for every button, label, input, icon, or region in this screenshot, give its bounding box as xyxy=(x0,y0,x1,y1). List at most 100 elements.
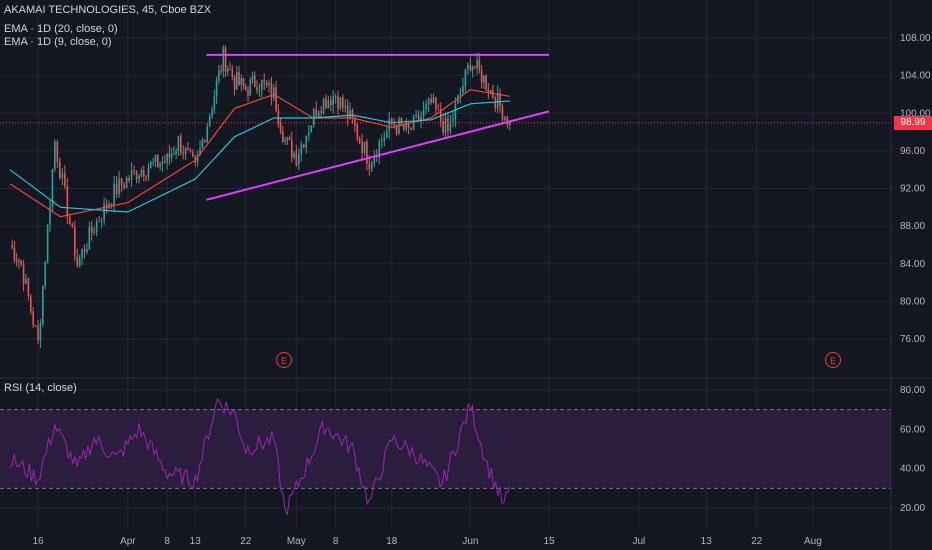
candle-body xyxy=(282,131,284,142)
candle-body xyxy=(204,140,206,142)
rsi-axis[interactable]: 80.00 60.00 40.00 20.00 xyxy=(900,385,925,514)
candle-body xyxy=(496,93,499,109)
candle-body xyxy=(161,161,164,164)
candle-body xyxy=(349,109,351,118)
ema9-legend: EMA · 1D (9, close, 0) xyxy=(4,36,112,48)
time-tick-label: 15 xyxy=(543,536,555,547)
candle-body xyxy=(156,154,159,168)
candle-body xyxy=(142,169,145,177)
price-tick-label: 104.00 xyxy=(900,71,931,82)
candle-body xyxy=(417,114,420,122)
candle-body xyxy=(170,154,173,158)
candle-body xyxy=(29,296,32,312)
candle-body xyxy=(464,69,467,87)
candle-body xyxy=(145,176,147,178)
price-axis[interactable]: 108.00 104.00 100.00 96.00 92.00 88.00 84.00 80… xyxy=(900,33,931,345)
candle-body xyxy=(51,169,54,207)
candle-body xyxy=(383,137,386,141)
candle-body xyxy=(330,100,332,106)
candle-body xyxy=(179,136,182,154)
rsi-tick-label: 60.00 xyxy=(900,424,925,435)
time-tick-label: May xyxy=(287,536,306,547)
candle-body xyxy=(22,263,25,284)
candle-body xyxy=(177,136,180,151)
candle-body xyxy=(300,144,303,155)
candle-body xyxy=(56,141,59,162)
candle-body xyxy=(410,128,412,130)
candle-body xyxy=(312,109,315,126)
rsi-tick-label: 40.00 xyxy=(900,464,925,475)
candle-body xyxy=(263,80,266,83)
earnings-marker[interactable]: E xyxy=(825,352,841,368)
candle-body xyxy=(64,173,66,187)
candle-body xyxy=(166,153,168,163)
candle-body xyxy=(366,141,368,164)
candle-body xyxy=(229,69,231,71)
candle-body xyxy=(206,126,209,142)
price-tick-label: 80.00 xyxy=(900,296,925,307)
candle-body xyxy=(476,59,478,68)
earnings-marker[interactable]: E xyxy=(276,352,292,368)
candle-body xyxy=(133,170,135,172)
candle-body xyxy=(253,75,256,88)
candle-body xyxy=(346,105,349,118)
candle-body xyxy=(54,141,56,170)
candle-body xyxy=(218,70,220,82)
candle-body xyxy=(135,170,138,180)
candle-body xyxy=(258,89,261,91)
candle-body xyxy=(18,261,20,263)
candle-body xyxy=(244,86,247,91)
candle-body xyxy=(452,118,454,122)
candle-body xyxy=(390,118,393,123)
candle-body xyxy=(454,103,457,119)
candle-body xyxy=(265,82,268,86)
candle-body xyxy=(103,203,105,221)
candle-body xyxy=(489,90,492,94)
candle-body xyxy=(420,116,422,122)
trendline[interactable] xyxy=(206,110,550,201)
candle-body xyxy=(320,110,322,113)
candle-body xyxy=(474,67,476,69)
candle-body xyxy=(235,72,238,89)
candle-body xyxy=(494,98,497,109)
candle-body xyxy=(59,161,61,178)
candle-body xyxy=(256,87,258,91)
candle-body xyxy=(15,260,18,262)
candle-body xyxy=(93,231,95,233)
candle-body xyxy=(115,183,118,194)
time-tick-label: 8 xyxy=(333,536,339,547)
candle-body xyxy=(371,162,373,170)
candle-body xyxy=(120,178,123,185)
candle-body xyxy=(110,204,113,206)
candle-body xyxy=(213,96,216,110)
candle-body xyxy=(302,144,305,148)
candle-body xyxy=(113,183,115,206)
candle-body xyxy=(293,152,295,158)
candle-body xyxy=(211,109,213,117)
candle-body xyxy=(90,226,93,233)
candle-body xyxy=(78,257,81,266)
time-axis[interactable]: 16 Apr 8 13 22 May 8 18 Jun 15 Jul 13 22 Aug xyxy=(32,536,821,547)
candle-body xyxy=(361,141,363,153)
time-tick-label: Apr xyxy=(120,536,136,547)
candle-body xyxy=(32,311,34,326)
candle-body xyxy=(407,122,410,129)
candle-body xyxy=(422,109,425,117)
candle-body xyxy=(504,116,506,121)
candle-body xyxy=(95,220,98,232)
candle-body xyxy=(339,97,342,109)
candle-body xyxy=(432,97,435,103)
candle-body xyxy=(447,118,449,131)
candle-body xyxy=(368,163,371,170)
candle-body xyxy=(412,116,415,130)
candle-body xyxy=(334,96,337,98)
candle-body xyxy=(13,247,16,261)
candle-body xyxy=(192,151,194,157)
candle-body xyxy=(199,147,201,156)
candle-body xyxy=(25,278,27,284)
candle-body xyxy=(430,98,432,103)
candle-body xyxy=(501,106,504,121)
candle-body xyxy=(427,98,430,105)
candle-body xyxy=(224,47,227,72)
